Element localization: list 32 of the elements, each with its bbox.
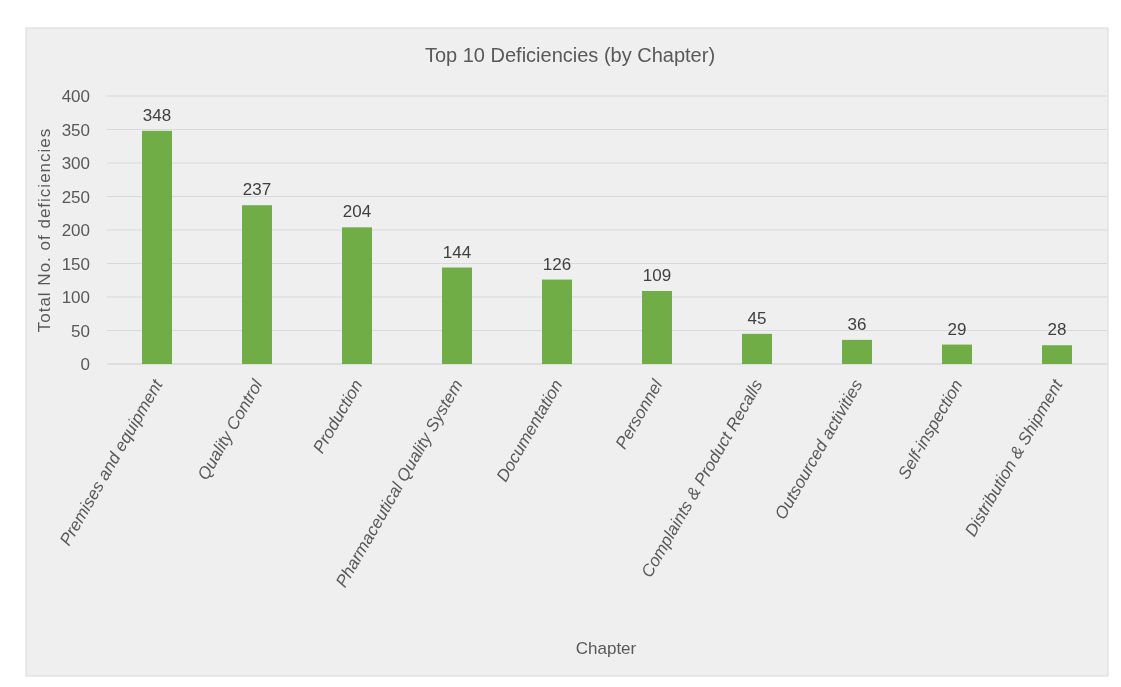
data-label: 29 [947, 319, 967, 339]
y-tick-label: 300 [61, 154, 90, 173]
y-tick-label: 400 [61, 87, 90, 106]
y-tick-label: 100 [61, 288, 90, 307]
y-tick-label: 150 [61, 254, 90, 274]
y-tick-label: 200 [61, 221, 90, 240]
y-tick-label: 350 [61, 120, 90, 140]
data-label: 237 [242, 180, 272, 200]
data-label: 348 [142, 105, 172, 125]
y-axis-title: Total No. of deficiencies [35, 127, 54, 333]
bar [142, 130, 172, 364]
bar [642, 290, 672, 364]
data-label: 126 [542, 254, 572, 274]
bar [942, 344, 972, 364]
data-label: 36 [847, 314, 867, 334]
bar [442, 267, 472, 364]
x-axis-title: Chapter [575, 639, 637, 658]
bar [742, 333, 772, 364]
bar [842, 339, 872, 364]
bar [1042, 345, 1072, 364]
y-tick-label: 50 [71, 321, 90, 341]
y-tick-label: 250 [61, 187, 90, 207]
y-tick-label: 0 [80, 355, 90, 374]
data-label: 45 [747, 308, 767, 328]
data-label: 109 [642, 265, 672, 285]
bar [342, 227, 372, 364]
data-label: 28 [1047, 320, 1067, 340]
chart-title: Top 10 Deficiencies (by Chapter) [424, 44, 716, 66]
data-label: 204 [342, 202, 372, 222]
bar [242, 205, 272, 364]
data-label: 144 [442, 242, 472, 262]
bar [542, 279, 572, 364]
